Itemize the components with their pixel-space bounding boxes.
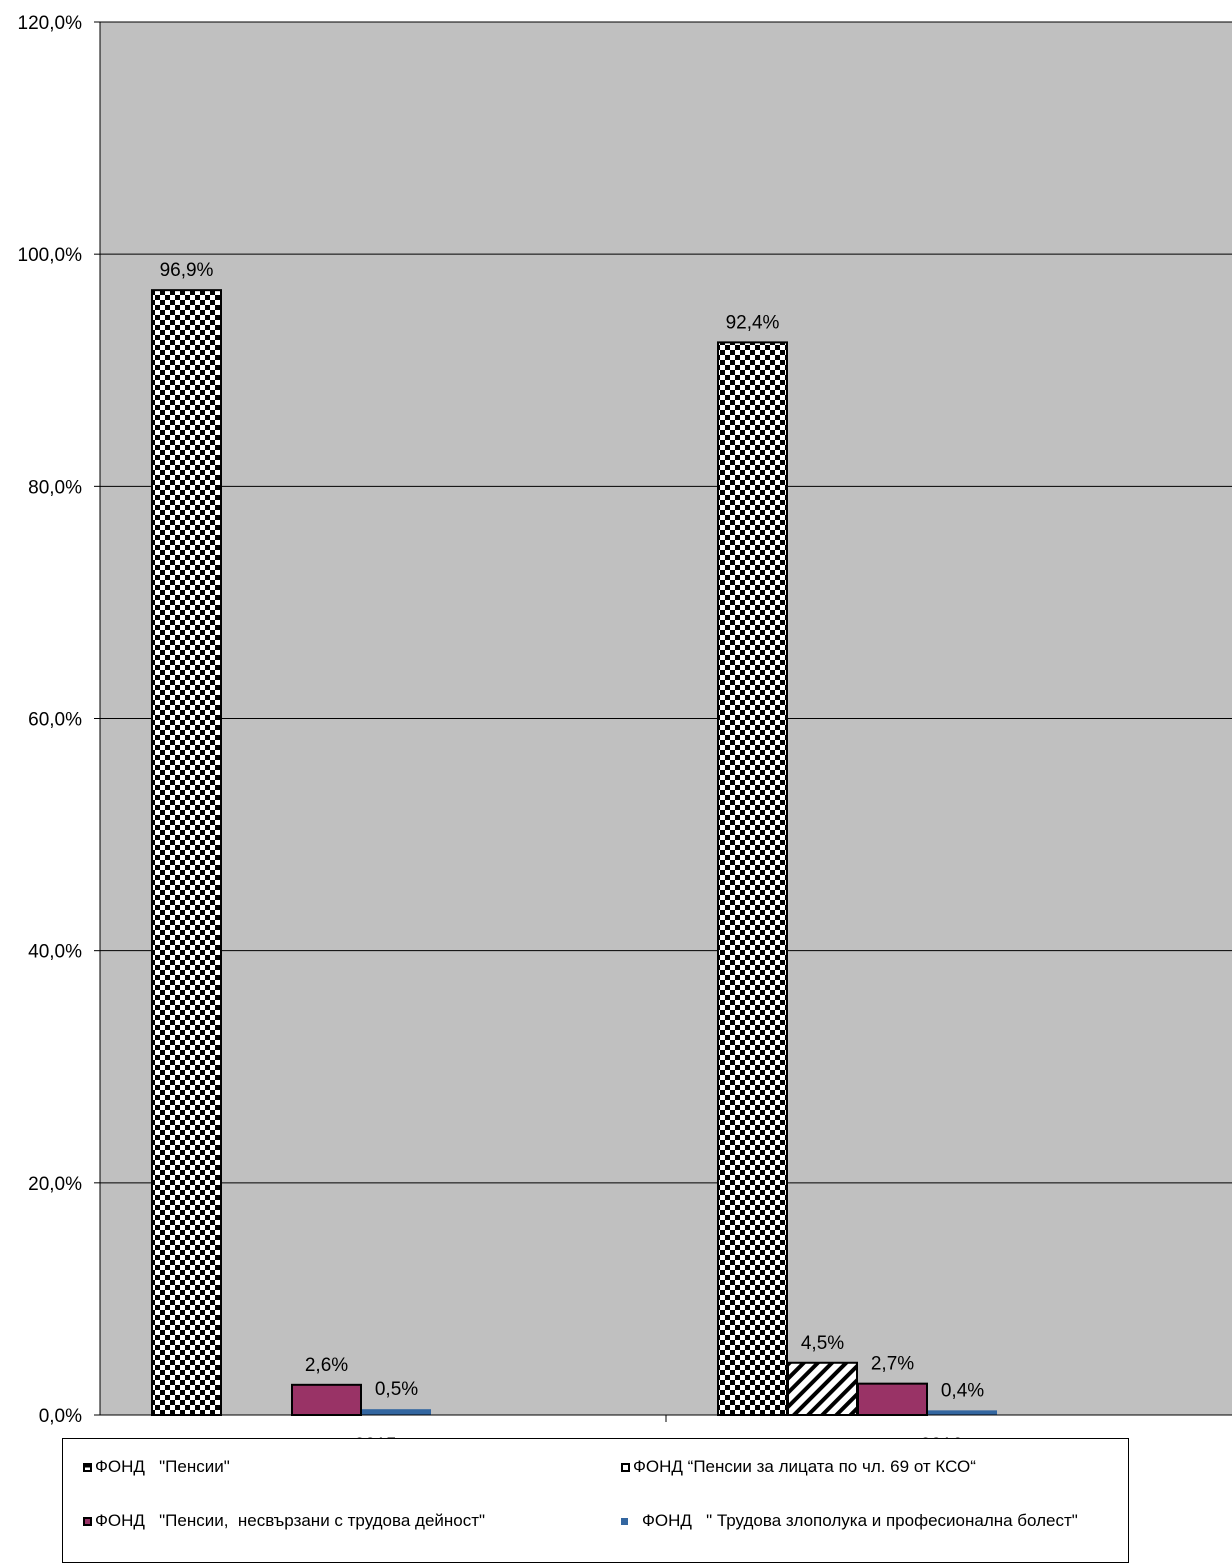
bar [928,1410,997,1415]
y-tick-label: 40,0% [28,942,82,963]
gridlines [100,21,1232,1184]
bar [857,1382,928,1416]
data-label: 2,7% [871,1354,914,1375]
legend-swatch-blue [621,1517,628,1525]
bar [717,341,788,1416]
x-category-label: 2016 г. [920,1435,977,1438]
data-label: 0,5% [375,1379,418,1400]
y-tick-label: 100,0% [18,245,83,266]
y-tick-label: 80,0% [28,477,82,498]
data-label: 2,6% [305,1355,348,1376]
bar [291,1383,362,1417]
data-label: 0,4% [941,1380,984,1401]
legend-item-nesvarzani: ФОНД "Пенсии, несвързани с трудова дейно… [83,1511,485,1531]
bar [787,1361,858,1416]
legend-label: ФОНД "Пенсии, несвързани с трудова дейно… [95,1511,486,1530]
legend-label: ФОНД "Пенсии" [95,1457,230,1476]
axes: 0,0% 20,0% 40,0% 60,0% 80,0% 100,0% 120,0% 2015… [18,13,1232,1438]
y-tick-label: 120,0% [18,13,83,34]
data-label: 96,9% [160,260,214,281]
bar-chart: 0,0% 20,0% 40,0% 60,0% 80,0% 100,0% 120,0% 2015… [18,13,1232,1438]
legend-swatch-diagonal [621,1462,630,1472]
y-tick-label: 20,0% [28,1174,82,1195]
bar [151,289,222,1417]
legend-label: ФОНД “Пенсии за лицата по чл. 69 от КСО“ [633,1457,976,1476]
y-tick-label: 60,0% [28,710,82,731]
data-label: 92,4% [726,312,780,333]
legend-swatch-checker [83,1462,92,1472]
data-label: 4,5% [801,1333,844,1354]
legend-item-trudova: ФОНД " Трудова злополука и професионална… [621,1511,1078,1531]
x-category-label: 2015 г. [354,1435,411,1438]
legend: ФОНД "Пенсии" ФОНД “Пенсии за лицата по … [62,1438,1129,1563]
legend-swatch-purple [83,1516,92,1526]
data-labels: 96,9% 2,6% 0,5% 92,4% 4,5% 2,7% 0,4% [160,260,985,1401]
y-tick-label: 0,0% [39,1406,82,1427]
legend-item-pensii: ФОНД "Пенсии" [83,1457,230,1477]
bars [151,289,997,1417]
legend-item-chl69: ФОНД “Пенсии за лицата по чл. 69 от КСО“ [621,1457,976,1477]
legend-label: ФОНД " Трудова злополука и професионална… [642,1511,1078,1530]
bar [362,1409,431,1415]
